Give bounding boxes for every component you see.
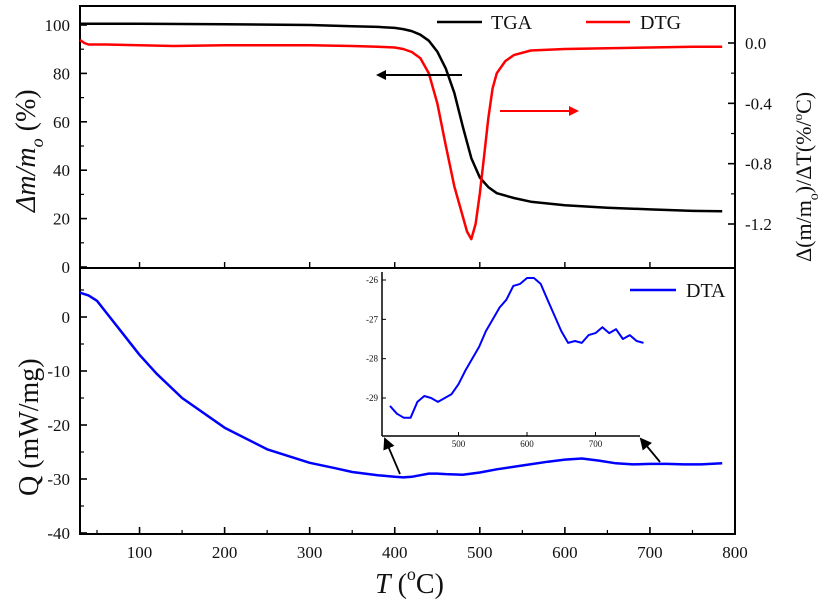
y2-title-sub: o [807, 193, 822, 200]
top-y-title-main: Δm/m [11, 147, 42, 213]
inset-layer: -26 -27 -28 -29 500 600 700 [366, 272, 644, 449]
bottom-y-tick-label: 0 [62, 308, 71, 327]
x-title-degree: o [407, 564, 416, 584]
x-tick-label: 700 [637, 543, 663, 562]
x-tick-label: 200 [212, 543, 238, 562]
y2-title-part1: Δ(m/m [791, 200, 816, 262]
series-layer [79, 22, 723, 479]
top-y2-axis-title: Δ(m/mo)/ΔT(%/oC) [790, 92, 822, 262]
inset-series-line-dta [389, 277, 644, 419]
inset-x-tick-label: 600 [520, 439, 534, 449]
bottom-y-tick-label: -20 [47, 416, 70, 435]
top-y-tick-label: 80 [53, 64, 70, 83]
x-tick-label: 300 [297, 543, 323, 562]
series-line-dta [79, 291, 723, 479]
bottom-y-axis-title: Q (mW/mg) [14, 358, 45, 496]
x-tick-label: 100 [127, 543, 153, 562]
x-tick-label: 800 [722, 543, 748, 562]
legend-label-dtg: DTG [640, 12, 681, 34]
y2-title-part3: C) [791, 92, 816, 114]
bottom-axis-ticks: 0 -10 -20 -30 -40 100 200 300 400 500 600 700 800 [47, 262, 748, 562]
legend-label-dta: DTA [686, 280, 726, 302]
top-y-tick-label: 20 [53, 210, 70, 229]
x-title-open: ( [391, 569, 407, 600]
inset-y-tick-label: -26 [366, 275, 378, 285]
top-y-tick-label: 40 [53, 161, 70, 180]
top-y-title-unit: (%) [11, 89, 42, 138]
y2-title-degree: o [790, 114, 805, 121]
y2-title-part2: )/ΔT(%/ [791, 120, 816, 194]
top-y-tick-label: 60 [53, 113, 70, 132]
top-y2-tick-label: -0.8 [745, 155, 772, 174]
top-axis-ticks: 0 20 40 60 80 100 0.0 -0.4 -0.8 -1.2 [45, 16, 773, 277]
top-y-tick-label: 0 [62, 258, 71, 277]
series-line-tga [80, 22, 723, 213]
x-tick-label: 400 [382, 543, 408, 562]
inset-arrow-right [639, 437, 661, 463]
inset-x-tick-label: 700 [589, 439, 603, 449]
inset-x-tick-label: 500 [452, 439, 466, 449]
x-axis-title: T (oC) [375, 564, 444, 600]
x-tick-label: 600 [552, 543, 578, 562]
top-y-title-sub: o [27, 138, 47, 147]
top-y-axis-title: Δm/mo (%) [11, 89, 47, 213]
top-y2-tick-label: -1.2 [745, 215, 772, 234]
legend-label-tga: TGA [491, 12, 533, 34]
x-title-var: T [375, 569, 393, 600]
bottom-y-tick-label: -40 [47, 524, 70, 543]
inset-y-tick-label: -29 [366, 393, 378, 403]
inset-y-tick-label: -28 [366, 354, 378, 364]
series-line-dtg [79, 38, 723, 241]
inset-arrow-left [383, 437, 401, 475]
bottom-y-tick-label: -30 [47, 470, 70, 489]
bottom-y-tick-label: -10 [47, 362, 70, 381]
top-y2-tick-label: -0.4 [745, 94, 772, 113]
top-y-tick-label: 100 [45, 16, 71, 35]
x-tick-label: 500 [467, 543, 493, 562]
top-y2-tick-label: 0.0 [745, 34, 766, 53]
x-title-unit: C) [416, 569, 444, 600]
inset-y-tick-label: -27 [366, 314, 378, 324]
plot-frame [79, 5, 736, 535]
